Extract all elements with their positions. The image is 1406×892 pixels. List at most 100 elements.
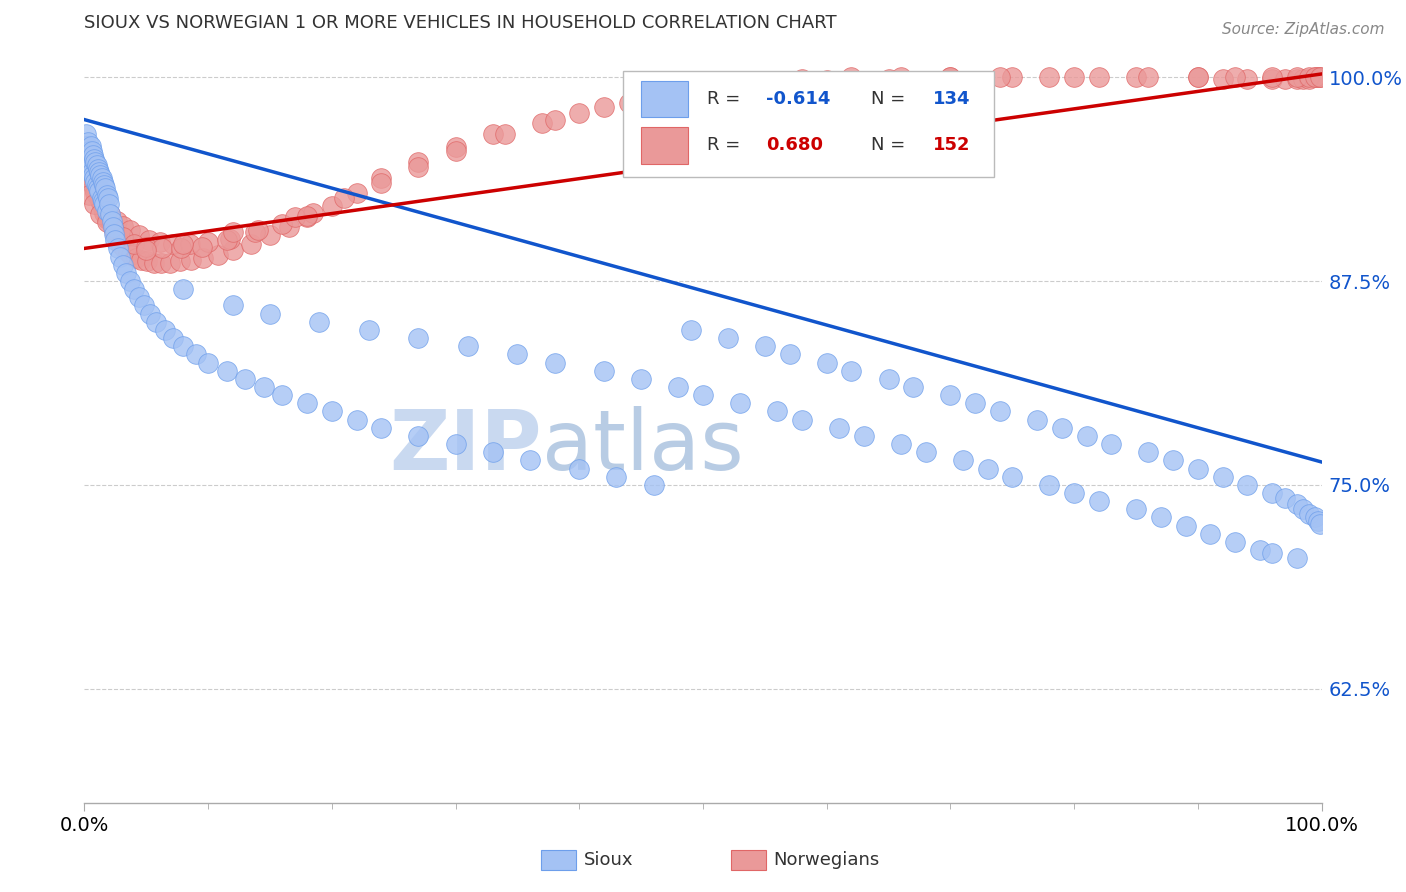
Point: [98, 213, 121, 227]
Point: [80, 175, 103, 189]
Point: [1199, 526, 1222, 541]
Point: [1050, 421, 1073, 435]
Point: [86, 178, 108, 192]
Point: [89, 186, 111, 200]
Point: [790, 71, 813, 86]
Point: [84, 185, 107, 199]
Text: R =: R =: [707, 136, 745, 154]
Point: [77, 155, 100, 169]
Point: [333, 191, 356, 205]
Point: [1174, 518, 1197, 533]
Point: [568, 461, 591, 475]
Point: [94, 181, 117, 195]
Point: [370, 171, 392, 186]
Point: [105, 213, 128, 227]
Point: [1309, 70, 1331, 85]
Point: [643, 89, 665, 103]
Point: [1125, 70, 1147, 85]
Text: 0.680: 0.680: [766, 136, 823, 154]
Point: [408, 331, 430, 345]
Point: [939, 70, 962, 85]
Point: [271, 388, 294, 402]
Point: [643, 478, 665, 492]
Point: [357, 323, 380, 337]
Point: [79, 163, 101, 178]
Point: [129, 252, 152, 267]
Point: [91, 175, 114, 189]
Point: [1076, 429, 1098, 443]
Point: [145, 315, 167, 329]
Point: [84, 155, 107, 169]
Point: [115, 266, 138, 280]
Point: [1274, 71, 1296, 86]
Point: [162, 331, 184, 345]
Text: ZIP: ZIP: [389, 406, 543, 487]
Point: [76, 138, 98, 153]
Point: [1161, 453, 1184, 467]
Point: [1305, 70, 1327, 85]
Point: [120, 274, 142, 288]
Point: [197, 355, 219, 369]
Point: [890, 437, 912, 451]
Point: [815, 73, 838, 87]
Point: [717, 331, 740, 345]
Point: [1212, 469, 1234, 483]
Point: [107, 241, 129, 255]
Point: [346, 186, 368, 200]
Point: [1309, 70, 1331, 85]
Point: [159, 256, 181, 270]
Point: [75, 148, 97, 162]
Point: [98, 197, 121, 211]
Point: [180, 252, 202, 267]
Point: [630, 372, 652, 386]
Point: [125, 251, 148, 265]
Point: [82, 148, 104, 162]
Point: [506, 347, 529, 361]
Point: [988, 404, 1011, 418]
Point: [1306, 70, 1329, 85]
Point: [136, 254, 159, 268]
Point: [1001, 70, 1024, 85]
Point: [939, 388, 962, 402]
Point: [1298, 71, 1320, 86]
Point: [87, 179, 110, 194]
Point: [86, 187, 108, 202]
Point: [253, 380, 276, 394]
Point: [1292, 502, 1315, 516]
Point: [494, 128, 516, 142]
Point: [103, 223, 125, 237]
Point: [97, 191, 120, 205]
Point: [89, 165, 111, 179]
Point: [103, 223, 125, 237]
Point: [1088, 70, 1111, 85]
Point: [89, 193, 111, 207]
Point: [82, 165, 104, 179]
Point: [481, 128, 503, 142]
Point: [89, 168, 111, 182]
Point: [89, 191, 111, 205]
Point: [277, 220, 299, 235]
Point: [222, 243, 245, 257]
Point: [89, 194, 111, 208]
Point: [965, 396, 987, 410]
Point: [135, 240, 157, 254]
Point: [302, 205, 325, 219]
Point: [94, 201, 117, 215]
Point: [692, 388, 714, 402]
Point: [77, 148, 100, 162]
Point: [408, 429, 430, 443]
Point: [120, 248, 142, 262]
Point: [135, 243, 157, 257]
Point: [1125, 502, 1147, 516]
Point: [1305, 70, 1327, 85]
Point: [79, 165, 101, 179]
Point: [83, 181, 105, 195]
Point: [77, 136, 100, 150]
Point: [976, 461, 998, 475]
Point: [1285, 71, 1308, 86]
Point: [543, 112, 565, 127]
Point: [128, 228, 150, 243]
Point: [93, 205, 115, 219]
Point: [1001, 469, 1024, 483]
Point: [222, 298, 245, 312]
